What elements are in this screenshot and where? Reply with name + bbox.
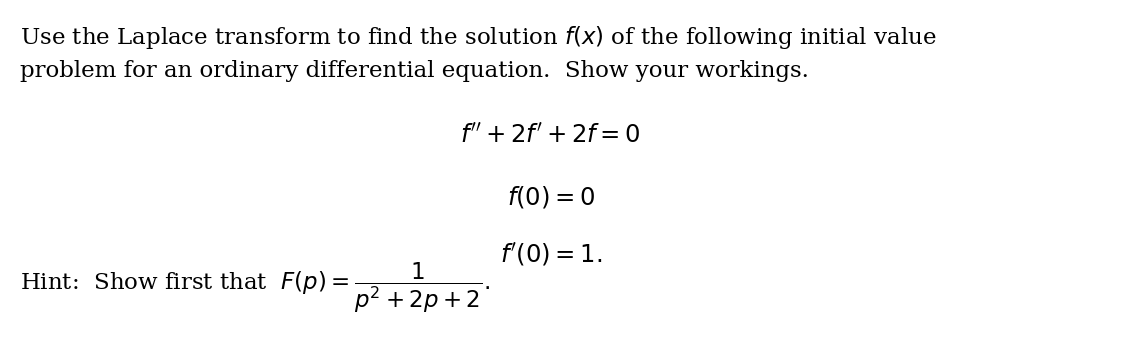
Text: Hint:  Show first that  $F(p) = \dfrac{1}{p^2+2p+2}.$: Hint: Show first that $F(p) = \dfrac{1}{… bbox=[19, 261, 490, 315]
Text: $f'' + 2f' + 2f = 0$: $f'' + 2f' + 2f = 0$ bbox=[461, 124, 642, 147]
Text: $f(0) = 0$: $f(0) = 0$ bbox=[507, 184, 595, 210]
Text: $f'(0) = 1.$: $f'(0) = 1.$ bbox=[500, 241, 602, 268]
Text: Use the Laplace transform to find the solution $f(x)$ of the following initial v: Use the Laplace transform to find the so… bbox=[19, 24, 936, 82]
